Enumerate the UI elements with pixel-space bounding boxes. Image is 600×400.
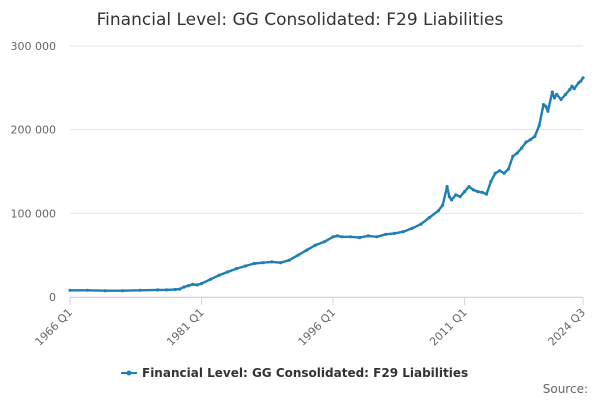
series-layer xyxy=(68,76,585,293)
data-point[interactable] xyxy=(178,287,182,291)
data-point[interactable] xyxy=(506,167,511,171)
data-point[interactable] xyxy=(261,261,265,265)
data-point[interactable] xyxy=(445,185,449,189)
data-point[interactable] xyxy=(436,209,440,213)
data-point[interactable] xyxy=(366,234,370,238)
data-point[interactable] xyxy=(520,146,524,150)
x-tick-label: 1966 Q1 xyxy=(33,306,76,349)
y-tick-label: 0 xyxy=(49,291,56,304)
legend[interactable]: Financial Level: GG Consolidated: F29 Li… xyxy=(121,366,468,380)
data-point[interactable] xyxy=(121,289,125,293)
data-point[interactable] xyxy=(313,243,318,247)
data-point[interactable] xyxy=(103,289,107,293)
data-point[interactable] xyxy=(270,260,274,264)
data-point[interactable] xyxy=(340,235,344,239)
data-point[interactable] xyxy=(502,171,506,175)
data-point[interactable] xyxy=(467,185,471,189)
data-point[interactable] xyxy=(357,236,361,240)
data-point[interactable] xyxy=(392,231,397,235)
data-point[interactable] xyxy=(195,283,199,287)
data-point[interactable] xyxy=(463,190,467,194)
legend-label: Financial Level: GG Consolidated: F29 Li… xyxy=(142,366,468,380)
data-point[interactable] xyxy=(476,190,480,194)
data-point[interactable] xyxy=(471,188,475,192)
data-point[interactable] xyxy=(541,103,546,107)
data-point[interactable] xyxy=(349,235,353,239)
data-point[interactable] xyxy=(322,240,326,244)
data-point[interactable] xyxy=(568,87,572,92)
data-point[interactable] xyxy=(208,277,212,281)
data-point[interactable] xyxy=(484,192,489,196)
data-point[interactable] xyxy=(544,104,548,108)
data-point[interactable] xyxy=(546,109,550,113)
y-tick-label: 300 000 xyxy=(11,40,57,53)
data-point[interactable] xyxy=(252,261,256,266)
data-point[interactable] xyxy=(375,235,379,239)
data-point[interactable] xyxy=(579,79,583,83)
data-point[interactable] xyxy=(559,97,563,102)
data-point[interactable] xyxy=(138,288,142,292)
x-axis: 1966 Q1 1981 Q1 1996 Q1 2011 Q1 2024 Q3 xyxy=(33,297,589,349)
data-point[interactable] xyxy=(489,179,493,184)
data-point[interactable] xyxy=(243,264,247,268)
chart-title: Financial Level: GG Consolidated: F29 Li… xyxy=(97,10,504,30)
data-point[interactable] xyxy=(441,203,445,207)
data-point[interactable] xyxy=(287,258,291,262)
data-point[interactable] xyxy=(524,140,528,144)
data-point[interactable] xyxy=(570,84,574,88)
x-tick-label: 2011 Q1 xyxy=(427,306,470,349)
data-point[interactable] xyxy=(331,235,335,239)
data-point[interactable] xyxy=(498,169,502,173)
y-axis-tick-labels: 0 100 000 200 000 300 000 xyxy=(11,40,57,304)
data-point[interactable] xyxy=(156,288,160,292)
data-point[interactable] xyxy=(335,234,340,238)
data-point[interactable] xyxy=(186,284,190,288)
data-point[interactable] xyxy=(537,123,541,128)
series-line xyxy=(70,77,584,292)
data-point[interactable] xyxy=(427,215,432,220)
data-point[interactable] xyxy=(217,273,221,277)
data-point[interactable] xyxy=(68,288,72,292)
data-point[interactable] xyxy=(199,282,204,286)
data-point[interactable] xyxy=(384,232,388,236)
data-point[interactable] xyxy=(572,87,576,91)
legend-point-marker xyxy=(126,370,132,376)
data-point[interactable] xyxy=(182,285,186,289)
data-point[interactable] xyxy=(305,248,309,252)
data-point[interactable] xyxy=(401,230,405,234)
data-point[interactable] xyxy=(226,270,230,274)
data-point[interactable] xyxy=(493,171,497,175)
data-point[interactable] xyxy=(296,253,300,257)
data-point[interactable] xyxy=(552,96,557,100)
data-point[interactable] xyxy=(454,193,458,197)
data-point[interactable] xyxy=(555,92,559,97)
data-point[interactable] xyxy=(449,198,454,202)
data-point[interactable] xyxy=(515,151,519,155)
data-point[interactable] xyxy=(447,195,451,199)
data-point[interactable] xyxy=(278,261,283,265)
source-label: Source: xyxy=(543,382,588,396)
data-point[interactable] xyxy=(410,226,414,230)
data-point[interactable] xyxy=(550,90,554,94)
data-point[interactable] xyxy=(235,267,239,271)
data-point[interactable] xyxy=(480,190,484,194)
x-tick-label: 1981 Q1 xyxy=(164,306,207,349)
y-tick-label: 200 000 xyxy=(11,124,57,137)
data-point[interactable] xyxy=(563,92,568,97)
data-point[interactable] xyxy=(577,81,581,85)
data-point[interactable] xyxy=(458,195,462,199)
data-point[interactable] xyxy=(511,154,515,158)
data-point[interactable] xyxy=(173,287,177,292)
data-point[interactable] xyxy=(419,222,423,226)
data-point[interactable] xyxy=(85,288,90,292)
data-point[interactable] xyxy=(581,76,585,80)
data-point[interactable] xyxy=(164,288,169,292)
x-tick-label: 2024 Q3 xyxy=(546,306,589,349)
y-tick-label: 100 000 xyxy=(11,207,57,220)
data-point[interactable] xyxy=(191,282,195,286)
data-point[interactable] xyxy=(533,134,537,138)
data-point[interactable] xyxy=(528,138,533,142)
x-tick-label: 1996 Q1 xyxy=(296,306,339,349)
